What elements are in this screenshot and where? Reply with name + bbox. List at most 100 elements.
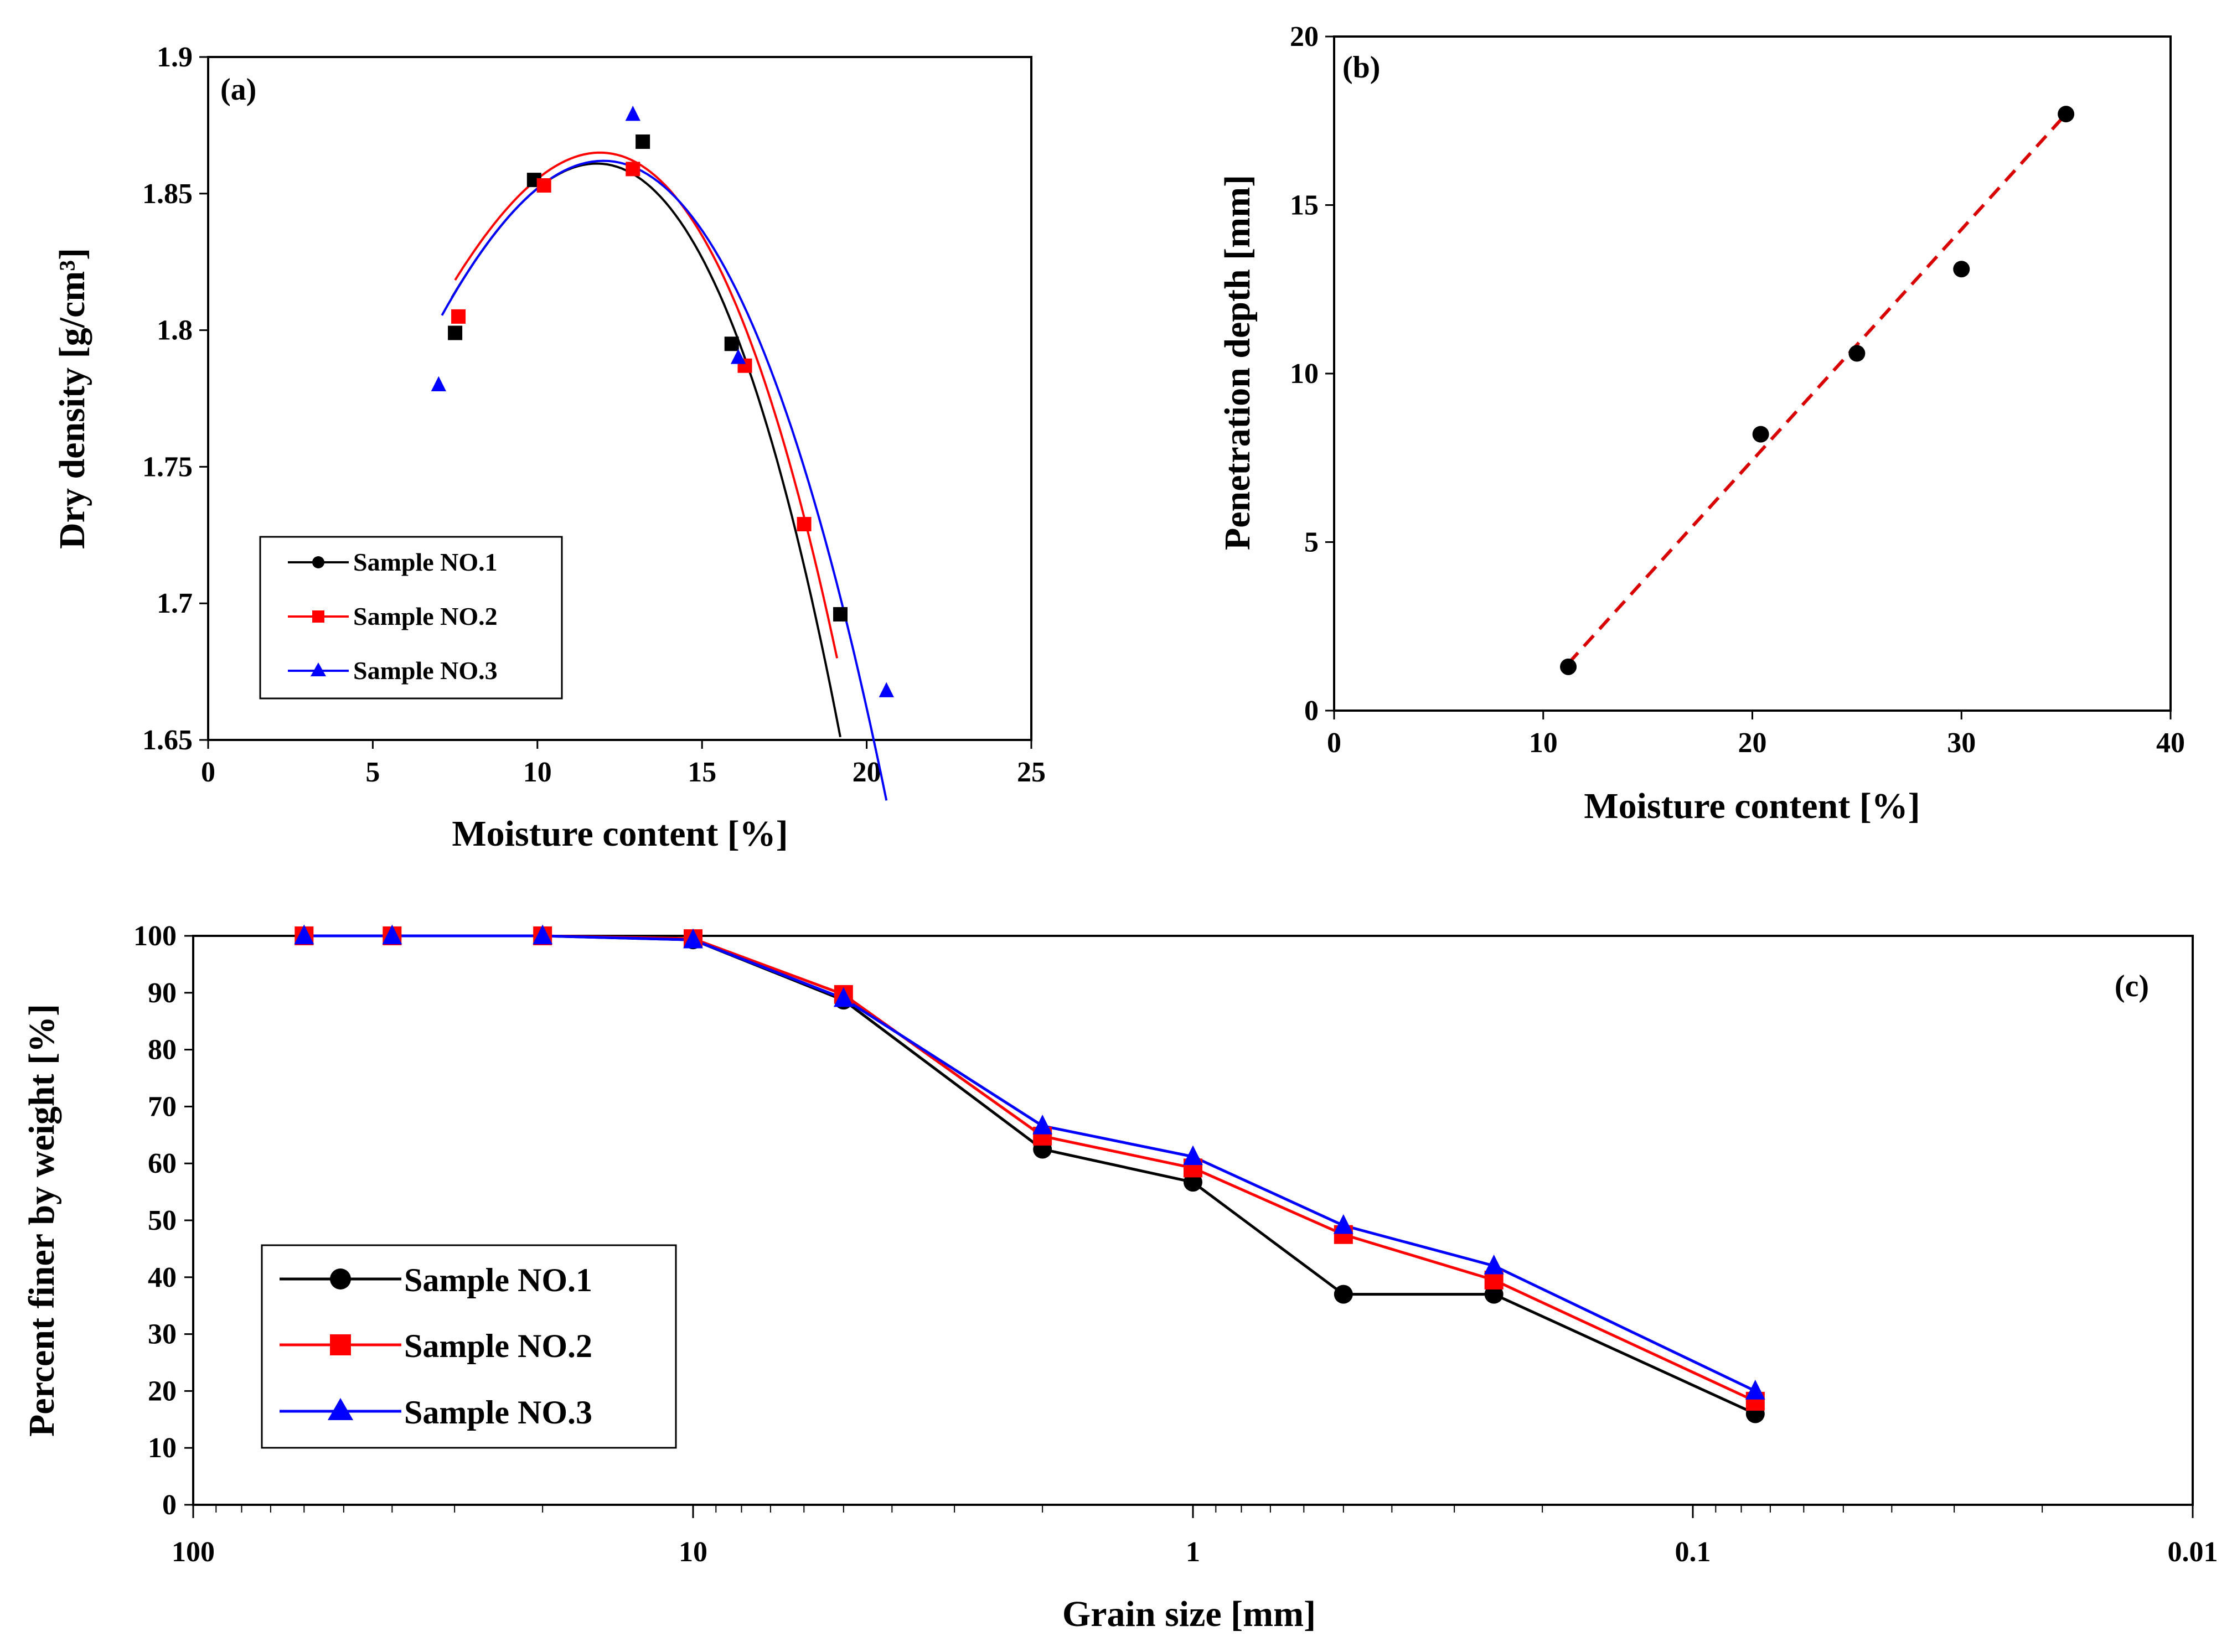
legend-label-c-2: Sample NO.2 [404,1328,592,1364]
x-tick-label-a: 25 [1017,757,1046,788]
y-tick-label-a: 1.9 [157,42,193,73]
x-tick-label-b: 20 [1738,727,1767,759]
data-point-c-3 [1032,1114,1053,1135]
x-tick-label-b: 10 [1529,727,1558,759]
y-tick-label-a: 1.75 [142,451,193,483]
data-point-b [1752,426,1769,443]
y-axis-title-b: Penetration depth [mm] [1217,175,1258,550]
x-tick-label-c: 100 [172,1536,215,1568]
y-tick-label-c: 100 [133,920,177,952]
y-tick-label-c: 90 [148,977,177,1009]
y-tick-label-c: 80 [148,1034,177,1066]
data-point-a-1 [448,325,463,340]
legend-marker-c-3 [328,1398,353,1420]
data-point-b [1953,261,1970,278]
axis-ticks-a: 0 5 10 15 20 25 1.65 1.7 1.75 1.8 1.85 1.9 [142,42,1046,788]
legend-label-a-3: Sample NO.3 [353,656,498,685]
y-tick-label-c: 20 [148,1375,177,1407]
data-point-c-1 [1184,1173,1202,1192]
x-tick-label-a: 15 [688,757,716,788]
data-point-c-1 [1334,1285,1353,1304]
y-tick-label-b: 5 [1304,527,1319,558]
legend-marker-c-1 [330,1268,351,1290]
data-point-a-2 [536,178,551,193]
legend-marker-a-2 [312,610,324,623]
data-points-a [431,106,894,697]
axis-ticks-c: 100 10 1 0.1 0.01 0 10 20 30 40 50 60 70 80 90 100 [133,920,2218,1568]
y-tick-label-b: 10 [1290,358,1319,390]
y-tick-label-c: 40 [148,1262,177,1293]
y-tick-label-a: 1.85 [142,178,193,210]
legend-label-c-3: Sample NO.3 [404,1394,592,1431]
x-tick-label-a: 5 [365,757,380,788]
y-tick-label-a: 1.7 [157,588,193,619]
y-tick-label-c: 50 [148,1205,177,1236]
chart-panel-b: 0 10 20 30 40 0 5 10 15 20 (b) Moisture content [… [1217,21,2185,826]
fit-curve-a-2 [454,151,839,659]
panel-label-c: (c) [2115,969,2149,1003]
x-axis-title-b: Moisture content [%] [1584,786,1920,826]
panel-label-b: (b) [1342,50,1380,85]
y-tick-label-a: 1.65 [142,724,193,756]
data-point-a-2 [797,517,812,532]
data-point-c-3 [1333,1214,1353,1234]
x-tick-label-c: 1 [1186,1536,1200,1568]
fit-curve-a-3 [441,159,888,801]
legend-a: Sample NO.1 Sample NO.2 Sample NO.3 [259,536,563,700]
data-point-b [1560,658,1577,675]
data-point-a-1 [833,607,848,622]
x-axis-title-c: Grain size [mm] [1062,1594,1316,1634]
legend-label-c-1: Sample NO.1 [404,1262,592,1298]
legend-label-a-2: Sample NO.2 [353,602,498,630]
data-point-c-3 [382,924,402,945]
y-tick-label-c: 30 [148,1319,177,1350]
x-tick-label-b: 0 [1327,727,1341,759]
data-points-c [294,924,1765,1423]
panel-label-a: (a) [220,72,256,107]
legend-marker-c-2 [330,1334,351,1355]
data-point-a-2 [451,309,466,324]
y-tick-label-b: 0 [1304,695,1319,727]
data-point-c-3 [1484,1254,1504,1275]
data-point-a-3 [879,682,894,697]
x-tick-label-b: 30 [1947,727,1976,759]
y-axis-title-c: Percent finer by weight [%] [22,1004,62,1437]
y-tick-label-b: 20 [1290,21,1319,53]
data-point-c-3 [294,924,314,945]
series-lines-c [304,934,1756,1415]
axis-ticks-b: 0 10 20 30 40 0 5 10 15 20 [1290,21,2185,759]
legend-marker-a-1 [312,556,324,568]
legend-c: Sample NO.1 Sample NO.2 Sample NO.3 [261,1244,677,1449]
trendline-b [1567,113,2068,665]
fit-curves-a [441,151,888,801]
y-tick-label-c: 60 [148,1148,177,1179]
data-point-a-1 [636,134,650,149]
data-point-c-3 [1745,1380,1765,1400]
x-tick-label-b: 40 [2156,727,2185,759]
data-point-a-3 [625,106,640,121]
x-tick-label-a: 10 [523,757,552,788]
data-point-a-3 [431,376,447,392]
data-points-b [1560,106,2075,675]
series-line-c-3 [304,934,1756,1392]
y-tick-label-c: 70 [148,1091,177,1122]
y-tick-label-a: 1.8 [157,315,193,346]
x-tick-label-c: 0.01 [2168,1536,2218,1568]
data-point-c-3 [1183,1145,1203,1166]
trendline-line-b [1567,113,2068,665]
chart-panel-a: 0 5 10 15 20 25 1.65 1.7 1.75 1.8 1.85 1.9 (a) Mois… [52,42,1046,854]
data-point-c-3 [683,928,703,949]
data-point-b [1848,345,1866,362]
x-axis-title-a: Moisture content [%] [452,814,788,854]
x-tick-label-a: 20 [853,757,881,788]
data-point-b [2058,106,2075,123]
x-tick-label-c: 10 [679,1536,707,1568]
legend-label-a-1: Sample NO.1 [353,548,498,576]
data-point-a-3 [730,349,746,364]
data-point-c-3 [833,987,854,1007]
legend-marker-a-3 [311,662,326,676]
data-point-a-1 [724,336,739,351]
y-tick-label-c: 0 [162,1489,177,1521]
